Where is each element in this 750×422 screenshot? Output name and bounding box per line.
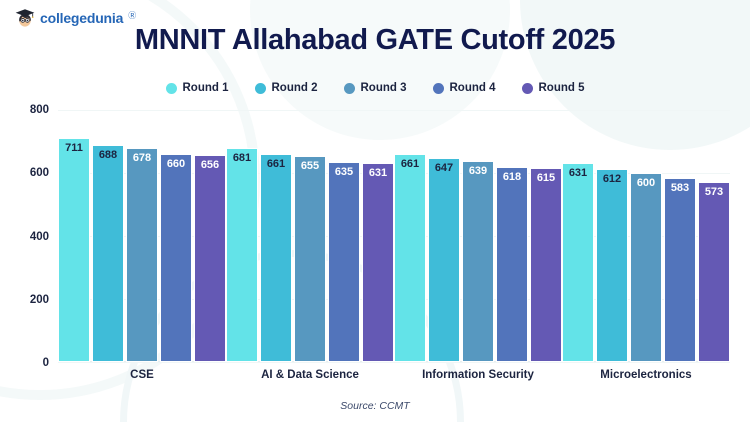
bar[interactable]: 656 bbox=[194, 155, 226, 362]
bar-value-label: 618 bbox=[502, 171, 522, 184]
bar[interactable]: 573 bbox=[698, 181, 730, 362]
legend-label: Round 4 bbox=[449, 82, 496, 94]
legend-item-1[interactable]: Round 1 bbox=[165, 82, 229, 94]
gridline: 0 bbox=[43, 357, 730, 369]
bar[interactable]: 618 bbox=[496, 167, 528, 362]
legend-item-5[interactable]: Round 5 bbox=[521, 82, 585, 94]
bar[interactable]: 631 bbox=[362, 163, 394, 362]
bar[interactable]: 655 bbox=[294, 155, 326, 362]
bar-value-label: 615 bbox=[536, 172, 556, 185]
y-axis-tick-label: 200 bbox=[29, 293, 49, 306]
legend-item-4[interactable]: Round 4 bbox=[432, 82, 496, 94]
x-axis-category-label: CSE bbox=[130, 369, 154, 381]
bar-value-label: 661 bbox=[266, 157, 286, 170]
brand-logo[interactable]: collegedunia Ⓡ bbox=[14, 7, 136, 29]
bar[interactable]: 639 bbox=[462, 160, 494, 362]
bar-value-label: 573 bbox=[704, 185, 724, 198]
chart-legend: Round 1 Round 2 Round 3 Round 4 Round 5 bbox=[0, 82, 750, 94]
bar-value-label: 711 bbox=[65, 142, 83, 155]
bar-value-label: 660 bbox=[166, 158, 186, 171]
legend-swatch-icon bbox=[254, 82, 266, 94]
bar-value-label: 656 bbox=[200, 159, 220, 172]
bar[interactable]: 600 bbox=[630, 173, 662, 362]
bar-value-label: 635 bbox=[334, 165, 354, 178]
legend-label: Round 5 bbox=[538, 82, 585, 94]
y-axis-tick-label: 800 bbox=[29, 104, 49, 116]
bar[interactable]: 660 bbox=[160, 154, 192, 362]
bar-value-label: 681 bbox=[232, 151, 252, 164]
bar-value-label: 647 bbox=[434, 162, 454, 175]
bar-value-label: 639 bbox=[468, 164, 488, 177]
y-axis-tick-label: 600 bbox=[29, 167, 49, 180]
bar[interactable]: 612 bbox=[596, 169, 628, 362]
x-axis-category-label: Microelectronics bbox=[600, 369, 692, 381]
bar-value-label: 688 bbox=[98, 149, 118, 162]
bar-value-label: 600 bbox=[636, 177, 656, 189]
bar[interactable]: 631 bbox=[562, 163, 594, 362]
bar[interactable]: 688 bbox=[92, 145, 124, 362]
bar[interactable]: 681 bbox=[226, 147, 258, 362]
legend-swatch-icon bbox=[521, 82, 533, 94]
bar[interactable]: 583 bbox=[664, 178, 696, 362]
brand-logo-text: collegedunia bbox=[40, 10, 124, 26]
legend-swatch-icon bbox=[343, 82, 355, 94]
legend-item-2[interactable]: Round 2 bbox=[254, 82, 318, 94]
y-axis-tick-label: 0 bbox=[42, 357, 49, 369]
legend-label: Round 3 bbox=[360, 82, 407, 94]
graduate-avatar-icon bbox=[14, 7, 36, 29]
bar[interactable]: 678 bbox=[126, 148, 158, 362]
y-axis-tick-label: 400 bbox=[29, 230, 49, 243]
plot-area: 0 200 400 600 800 711 688 678 660 656 CSE 681 661 65… bbox=[30, 104, 730, 381]
bar-value-label: 655 bbox=[300, 159, 320, 172]
bar-value-label: 631 bbox=[568, 167, 588, 180]
legend-swatch-icon bbox=[432, 82, 444, 94]
bar[interactable]: 711 bbox=[58, 138, 90, 362]
bar-value-label: 612 bbox=[602, 173, 622, 186]
bar-group: 681 661 655 635 631 AI & Data Science bbox=[226, 110, 394, 381]
bar-group: 631 612 600 583 573 Microelectronics bbox=[562, 110, 730, 381]
bar-value-label: 583 bbox=[670, 182, 690, 195]
bar[interactable]: 661 bbox=[260, 153, 292, 362]
bar[interactable]: 661 bbox=[394, 153, 426, 362]
legend-label: Round 1 bbox=[182, 82, 229, 94]
legend-swatch-icon bbox=[165, 82, 177, 94]
x-axis-category-label: AI & Data Science bbox=[261, 369, 359, 381]
bar-group: 711 688 678 660 656 CSE bbox=[58, 110, 226, 381]
legend-item-3[interactable]: Round 3 bbox=[343, 82, 407, 94]
bar[interactable]: 635 bbox=[328, 161, 360, 362]
bar-value-label: 631 bbox=[368, 167, 388, 180]
legend-label: Round 2 bbox=[271, 82, 318, 94]
bar[interactable]: 615 bbox=[530, 168, 562, 362]
bar-group: 661 647 639 618 615 Information Security bbox=[394, 110, 562, 381]
x-axis-category-label: Information Security bbox=[422, 369, 534, 381]
bar-groups: 711 688 678 660 656 CSE 681 661 655 635 631 AI & Da… bbox=[58, 110, 730, 381]
bar-value-label: 661 bbox=[400, 157, 420, 170]
bar[interactable]: 647 bbox=[428, 158, 460, 362]
bar-value-label: 678 bbox=[132, 152, 152, 165]
source-note: Source: CCMT bbox=[340, 400, 410, 412]
brand-trademark-icon: Ⓡ bbox=[128, 11, 137, 20]
